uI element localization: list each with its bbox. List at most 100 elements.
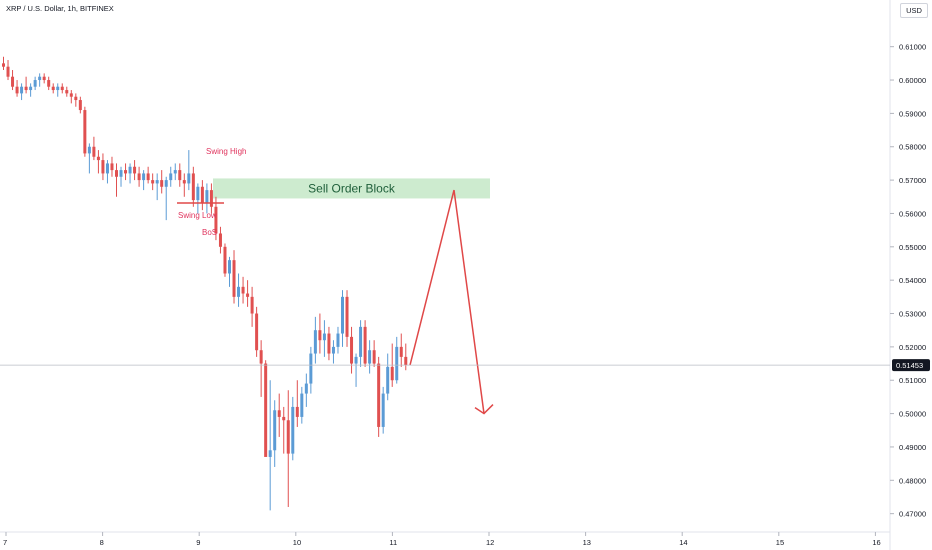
candle-body — [29, 86, 33, 91]
annotations: Swing High Swing Low BoS — [177, 147, 246, 237]
candle — [51, 83, 55, 94]
candle — [350, 326, 354, 374]
candle — [241, 276, 245, 304]
time-tick-label: 11 — [389, 538, 397, 547]
candle-body — [173, 170, 177, 174]
candle — [105, 160, 109, 184]
candle-body — [354, 356, 358, 364]
candle-body — [115, 170, 118, 177]
candle — [322, 320, 326, 357]
time-tick-label: 8 — [100, 538, 104, 547]
time-axis[interactable]: 7 8 9 10 11 12 13 14 15 16 — [0, 531, 890, 547]
currency-button[interactable]: USD — [900, 3, 928, 18]
price-axis[interactable]: 0.61000 0.60000 0.59000 0.58000 0.57000 0.560… — [889, 0, 926, 550]
candle-body — [313, 330, 317, 354]
candle-body — [51, 86, 55, 91]
price-tick-label: 0.53000 — [899, 310, 926, 319]
candle-body — [331, 346, 335, 354]
candle — [295, 380, 299, 427]
candle-body — [20, 86, 24, 94]
candle — [47, 76, 51, 91]
candle — [273, 400, 277, 467]
candle-body — [345, 296, 349, 337]
candle-body — [322, 333, 326, 341]
candle — [20, 83, 24, 101]
price-tick-label: 0.48000 — [899, 476, 926, 485]
candle — [232, 250, 236, 304]
price-tick-label: 0.55000 — [899, 243, 926, 252]
candle-body — [96, 156, 100, 161]
candle — [78, 96, 82, 114]
candle — [218, 226, 222, 254]
candle-body — [56, 86, 60, 91]
candle — [83, 106, 87, 157]
candle-body — [87, 146, 91, 154]
time-tick-label: 15 — [776, 538, 784, 547]
candle-body — [259, 350, 263, 364]
candle — [214, 196, 218, 241]
candle — [124, 163, 128, 181]
candle-body — [42, 76, 46, 81]
candle — [74, 93, 78, 107]
candle — [33, 76, 37, 91]
price-tick-label: 0.58000 — [899, 143, 926, 152]
candle-body — [264, 363, 268, 457]
candle-body — [250, 296, 254, 314]
candle — [115, 163, 118, 197]
last-price: 0.51453 — [0, 359, 930, 372]
swing-high-label: Swing High — [206, 147, 246, 156]
candle-body — [318, 330, 322, 341]
candle — [169, 166, 173, 187]
candle — [372, 340, 376, 367]
candle-body — [133, 166, 137, 174]
candle-body — [47, 80, 51, 87]
candle — [237, 273, 241, 307]
candle — [228, 256, 231, 287]
candle-body — [218, 233, 222, 247]
candle — [155, 173, 159, 201]
candle-body — [191, 173, 195, 201]
candle — [354, 353, 358, 387]
candle — [300, 386, 304, 424]
candle-body — [142, 173, 146, 181]
candle — [151, 173, 155, 191]
candle-body — [268, 450, 272, 457]
candle — [160, 170, 164, 194]
candle-body — [241, 286, 245, 294]
sell-order-block-zone: Sell Order Block — [213, 178, 490, 199]
candle — [2, 56, 5, 71]
candle — [24, 76, 28, 94]
candle-body — [273, 410, 277, 451]
candle — [336, 326, 340, 354]
candle-body — [341, 296, 344, 334]
time-tick-label: 7 — [3, 538, 7, 547]
candle-body — [395, 346, 399, 381]
candle-body — [291, 406, 295, 454]
time-tick-label: 9 — [196, 538, 200, 547]
sell-order-block-label: Sell Order Block — [308, 181, 396, 195]
candle — [286, 390, 290, 507]
candle — [164, 176, 168, 221]
candle-body — [381, 393, 385, 427]
candle-body — [60, 86, 64, 91]
candle — [368, 340, 372, 374]
candle-body — [223, 246, 227, 274]
projection-arrow — [409, 189, 494, 415]
candle — [309, 346, 313, 394]
last-price-tag — [892, 359, 930, 372]
price-tick-label: 0.54000 — [899, 276, 926, 285]
candle-body — [377, 363, 381, 427]
candle — [395, 336, 399, 384]
candle — [404, 343, 408, 371]
candle — [341, 290, 344, 347]
candle-body — [350, 336, 354, 364]
candle — [381, 386, 385, 434]
candle-body — [277, 410, 281, 417]
candles — [2, 56, 408, 511]
candle — [327, 326, 331, 361]
candle — [318, 313, 322, 354]
last-price-value: 0.51453 — [896, 361, 923, 370]
candle — [65, 86, 69, 97]
price-tick-label: 0.56000 — [899, 209, 926, 218]
